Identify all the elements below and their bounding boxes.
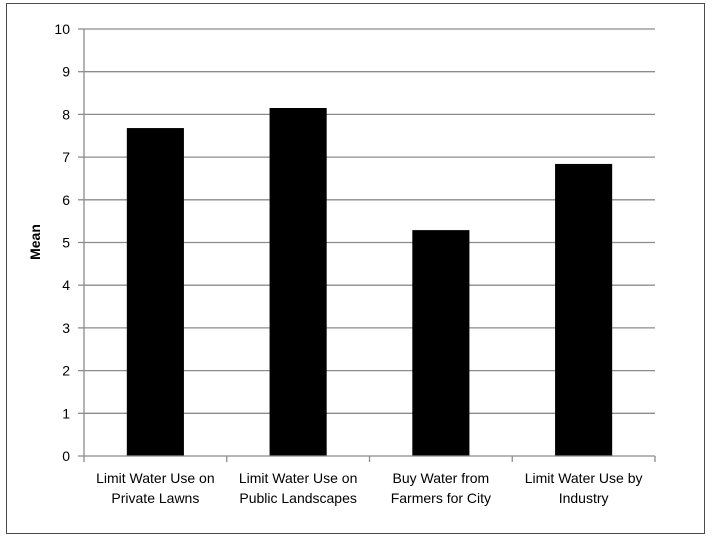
bar [412,230,470,456]
bar [555,163,613,456]
x-category-labels: Limit Water Use on Private Lawns Limit Wat… [96,470,642,506]
y-tick-label: 6 [62,192,70,208]
y-tick-label: 4 [62,277,70,293]
y-tick-label: 8 [62,106,70,122]
y-tick-label: 1 [62,405,70,421]
y-tick-label: 7 [62,149,70,165]
y-tick-label: 9 [62,64,70,80]
y-tick-label: 0 [62,448,70,464]
y-tick-label: 5 [62,235,70,251]
x-category-label: Limit Water Use on Public Landscapes [239,470,358,506]
bar [126,128,184,456]
x-category-label: Limit Water Use on Private Lawns [96,470,215,506]
y-tick-label: 3 [62,320,70,336]
x-category-label: Limit Water Use by Industry [525,470,643,506]
y-tick-label: 2 [62,363,70,379]
y-tick-label: 10 [54,21,70,37]
x-category-label: Buy Water from Farmers for City [391,470,491,506]
bar [269,107,327,457]
y-axis-title: Mean [27,224,43,260]
y-tick-labels: 0 1 2 3 4 5 6 7 8 9 10 [54,21,84,464]
bars [126,107,613,457]
